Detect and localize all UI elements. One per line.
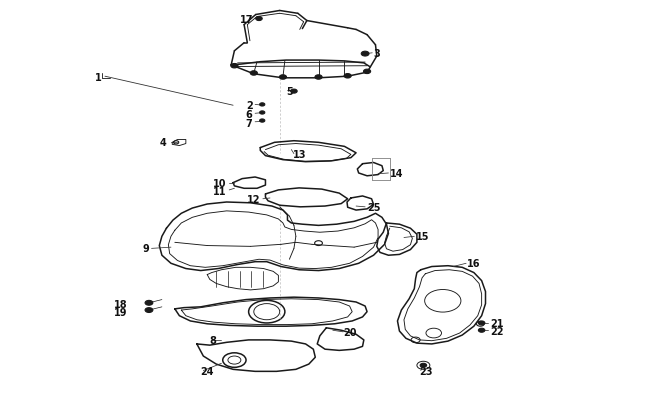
Text: 13: 13 <box>292 149 306 159</box>
Text: 10: 10 <box>213 178 227 188</box>
Circle shape <box>280 76 287 80</box>
Circle shape <box>478 321 485 325</box>
Circle shape <box>259 104 265 107</box>
Text: 15: 15 <box>415 232 429 242</box>
Text: 16: 16 <box>467 259 481 269</box>
Text: 4: 4 <box>160 137 166 147</box>
Text: 1: 1 <box>95 73 101 83</box>
Text: 19: 19 <box>114 307 127 317</box>
Text: 20: 20 <box>343 327 357 337</box>
Text: 11: 11 <box>213 186 227 196</box>
Text: 12: 12 <box>247 195 260 205</box>
Circle shape <box>315 76 322 80</box>
Text: 23: 23 <box>419 366 432 375</box>
Text: 22: 22 <box>490 326 504 336</box>
Circle shape <box>291 90 297 94</box>
Circle shape <box>344 75 351 79</box>
Circle shape <box>231 64 238 69</box>
Circle shape <box>255 17 262 21</box>
Circle shape <box>145 301 153 305</box>
Circle shape <box>363 70 370 75</box>
Text: 8: 8 <box>210 335 216 345</box>
Text: 6: 6 <box>246 110 252 120</box>
Circle shape <box>145 308 153 313</box>
Text: 3: 3 <box>374 49 380 59</box>
Circle shape <box>361 52 369 57</box>
Circle shape <box>420 363 426 367</box>
Text: 2: 2 <box>246 101 252 111</box>
Circle shape <box>259 112 265 115</box>
Circle shape <box>250 72 257 76</box>
Text: 17: 17 <box>240 15 254 24</box>
Text: 18: 18 <box>114 299 127 309</box>
Text: 25: 25 <box>367 202 380 212</box>
Circle shape <box>259 119 265 123</box>
Text: 24: 24 <box>201 366 214 375</box>
Text: 5: 5 <box>286 87 293 97</box>
Text: 21: 21 <box>490 318 504 328</box>
Text: 14: 14 <box>390 168 403 179</box>
Text: 9: 9 <box>142 244 149 254</box>
Text: 7: 7 <box>246 118 252 128</box>
Circle shape <box>478 328 485 333</box>
